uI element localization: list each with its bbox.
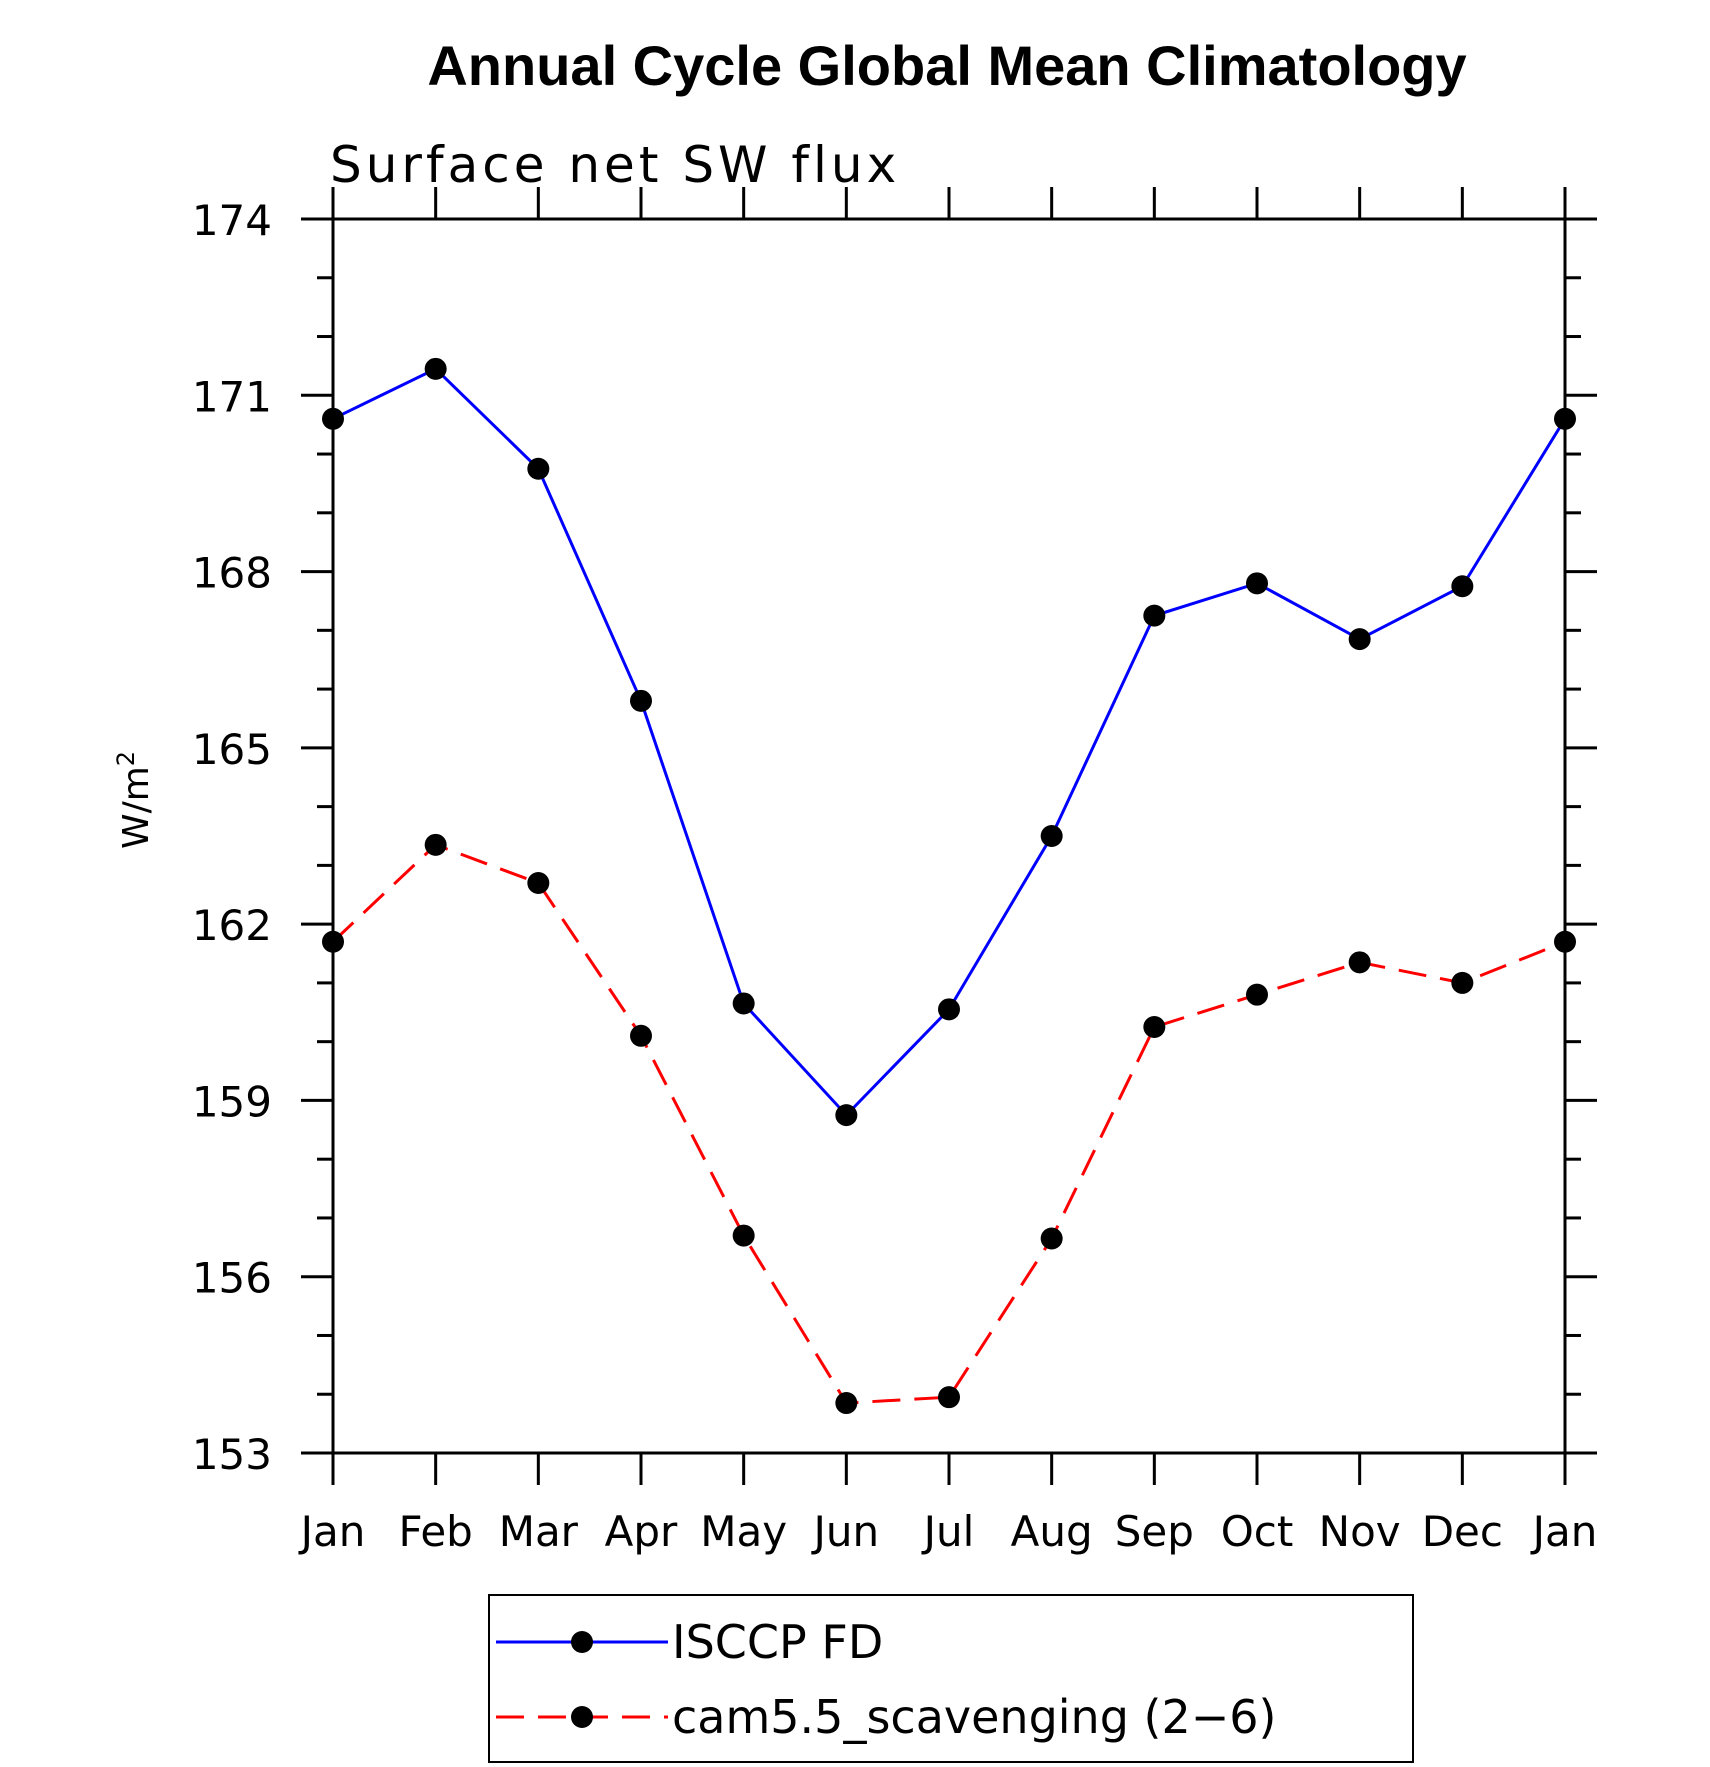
- chart-subtitle: Surface net SW flux: [330, 136, 900, 194]
- data-point: [732, 992, 755, 1015]
- chart-title: Annual Cycle Global Mean Climatology: [427, 34, 1466, 97]
- plot-frame: [331, 217, 1567, 1455]
- data-point: [732, 1224, 755, 1247]
- y-tick-label: 171: [192, 372, 272, 421]
- data-point: [527, 457, 550, 480]
- y-tick-label: 174: [192, 196, 272, 245]
- series-layer: [322, 357, 1576, 1415]
- data-point: [424, 833, 447, 856]
- y-tick-label: 153: [192, 1430, 272, 1479]
- legend-item: cam5.5_scavenging (2−6): [496, 1690, 1277, 1744]
- legend-label: cam5.5_scavenging (2−6): [672, 1690, 1277, 1744]
- data-point: [322, 407, 344, 430]
- data-point: [424, 357, 447, 380]
- data-point: [1348, 628, 1371, 651]
- data-point: [1143, 1015, 1166, 1038]
- x-ticks: Jan Feb Mar Apr May Jun Jul Aug Sep Oct Nov Dec Jan: [298, 187, 1598, 1556]
- data-point: [1143, 604, 1166, 627]
- data-point: [1348, 951, 1371, 974]
- x-tick-label: Jan: [298, 1507, 366, 1556]
- x-tick-label: Jul: [921, 1507, 975, 1556]
- series-1: [322, 357, 1576, 1127]
- x-tick-label: Nov: [1319, 1507, 1401, 1556]
- data-point: [938, 998, 960, 1021]
- legend-item: ISCCP FD: [496, 1615, 883, 1669]
- x-tick-label: Dec: [1422, 1507, 1503, 1556]
- data-point: [1451, 971, 1474, 994]
- data-point: [938, 1386, 960, 1409]
- legend-box: [488, 1594, 1414, 1763]
- x-tick-label: Oct: [1221, 1507, 1294, 1556]
- x-tick-label: Apr: [605, 1507, 678, 1556]
- data-point: [835, 1104, 858, 1127]
- x-tick-label: Mar: [499, 1507, 579, 1556]
- y-tick-label: 165: [192, 725, 272, 774]
- y-axis-label: W/m2: [112, 751, 157, 849]
- x-tick-label: Jun: [811, 1507, 880, 1556]
- y-ticks: 153 156 159 162 165 168 171 174: [192, 196, 1597, 1479]
- data-point: [1554, 407, 1576, 430]
- x-tick-label: Aug: [1011, 1507, 1093, 1556]
- axes: [331, 217, 1567, 1455]
- data-point: [630, 689, 652, 712]
- y-tick-label: 159: [192, 1077, 272, 1126]
- data-point: [1246, 572, 1268, 595]
- x-tick-label: May: [700, 1507, 787, 1556]
- data-point: [1451, 575, 1474, 598]
- data-point: [322, 930, 344, 953]
- series-line: [331, 843, 1566, 1405]
- legend: ISCCP FD cam5.5_scavenging (2−6): [488, 1594, 1414, 1763]
- y-tick-label: 168: [192, 549, 272, 598]
- data-point: [835, 1392, 858, 1415]
- legend-marker: [571, 1631, 593, 1653]
- y-tick-label: 156: [192, 1254, 272, 1303]
- x-tick-label: Feb: [398, 1507, 472, 1556]
- series-2: [322, 833, 1576, 1415]
- data-point: [1246, 983, 1268, 1006]
- x-tick-label: Jan: [1530, 1507, 1598, 1556]
- legend-items: ISCCP FD cam5.5_scavenging (2−6): [496, 1615, 1277, 1744]
- data-point: [527, 872, 550, 895]
- data-point: [1554, 930, 1576, 953]
- y-tick-label: 162: [192, 901, 272, 950]
- x-tick-label: Sep: [1115, 1507, 1194, 1556]
- data-point: [630, 1024, 652, 1047]
- legend-label: ISCCP FD: [672, 1615, 883, 1669]
- data-point: [1040, 825, 1063, 847]
- legend-marker: [571, 1706, 593, 1728]
- data-point: [1040, 1227, 1063, 1250]
